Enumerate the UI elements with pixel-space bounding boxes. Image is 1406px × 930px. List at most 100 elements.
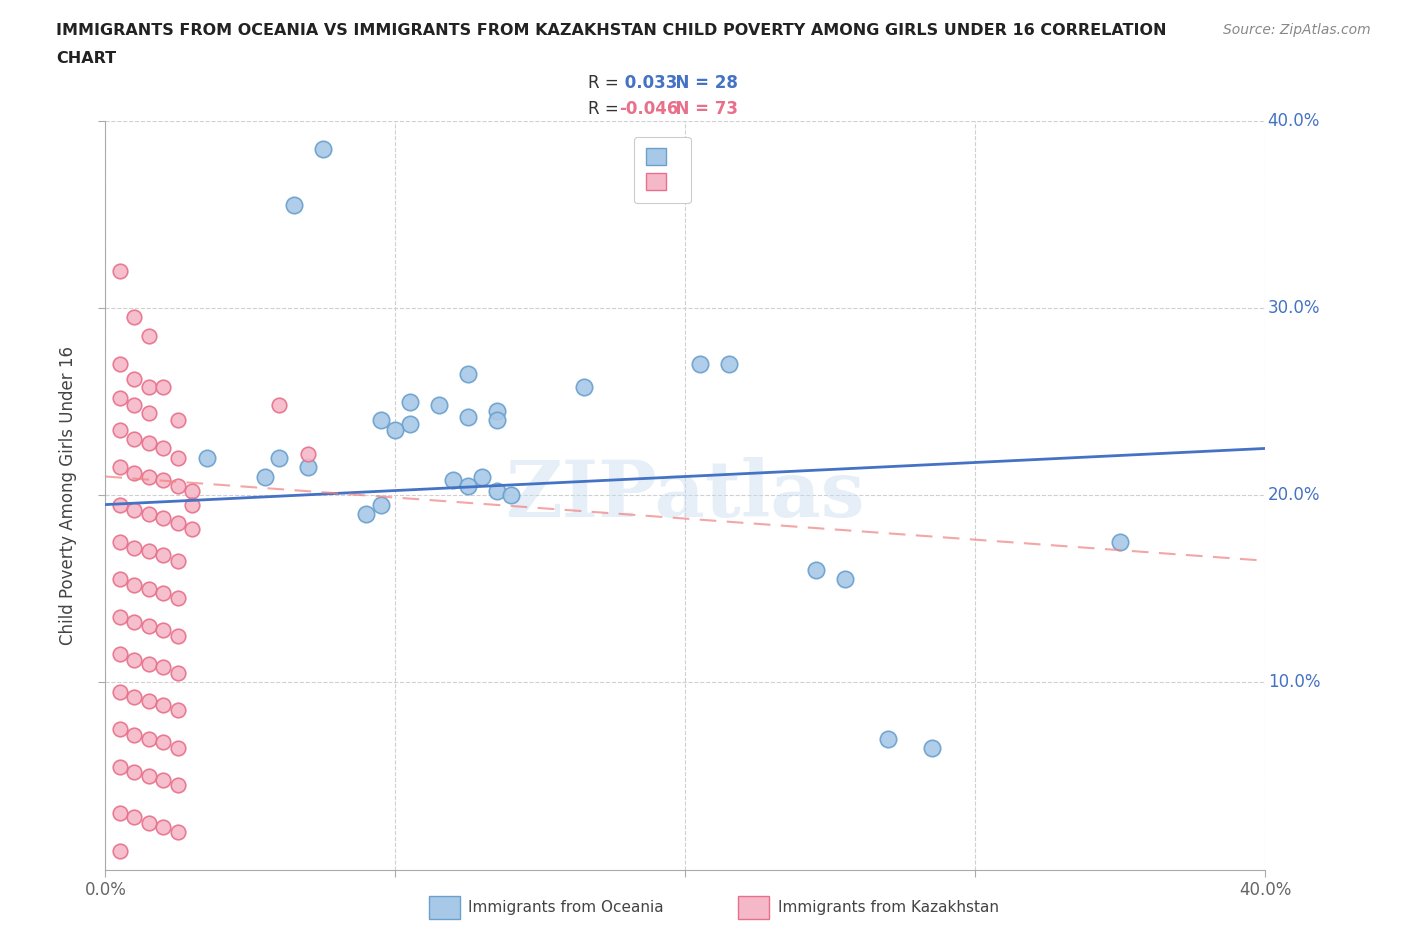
Point [269, 398, 291, 413]
Point [138, 768, 160, 783]
Point [138, 694, 160, 709]
Y-axis label: Child Poverty Among Girls Under 16: Child Poverty Among Girls Under 16 [59, 346, 77, 644]
Point [834, 572, 856, 587]
Point [138, 405, 160, 420]
Point [152, 511, 174, 525]
Point [138, 581, 160, 596]
Point [152, 441, 174, 456]
Point [167, 825, 190, 840]
Point [195, 450, 218, 465]
Point [167, 591, 190, 605]
Point [108, 263, 131, 278]
Point [427, 398, 450, 413]
Point [167, 478, 190, 493]
Text: 20.0%: 20.0% [1268, 486, 1320, 504]
Text: N = 73: N = 73 [664, 100, 738, 117]
Point [124, 653, 146, 668]
Point [108, 647, 131, 662]
Point [167, 413, 190, 428]
Point [485, 484, 508, 498]
Point [152, 819, 174, 834]
Point [138, 816, 160, 830]
Point [370, 498, 392, 512]
Point [152, 472, 174, 487]
Point [804, 563, 827, 578]
Point [138, 435, 160, 450]
Point [283, 198, 305, 213]
Point [312, 141, 335, 156]
Point [138, 328, 160, 343]
Point [124, 540, 146, 555]
Point [108, 759, 131, 774]
Point [108, 609, 131, 624]
Point [108, 844, 131, 858]
Point [138, 731, 160, 746]
Point [501, 487, 523, 502]
Point [124, 690, 146, 705]
Point [181, 498, 204, 512]
Point [457, 478, 479, 493]
Point [138, 544, 160, 559]
Text: Immigrants from Oceania: Immigrants from Oceania [468, 900, 664, 915]
Text: Source: ZipAtlas.com: Source: ZipAtlas.com [1223, 23, 1371, 37]
Text: R =: R = [588, 100, 624, 117]
Point [138, 469, 160, 484]
Point [108, 572, 131, 587]
Point [167, 666, 190, 681]
Text: N = 28: N = 28 [664, 74, 738, 92]
Point [167, 516, 190, 531]
Point [108, 422, 131, 437]
Point [124, 432, 146, 446]
Point [124, 615, 146, 630]
Point [152, 622, 174, 637]
Point [124, 398, 146, 413]
Point [124, 810, 146, 825]
Text: 0.033: 0.033 [619, 74, 678, 92]
Point [152, 379, 174, 394]
Point [138, 507, 160, 522]
Point [152, 585, 174, 600]
Point [572, 379, 595, 394]
Point [181, 522, 204, 537]
Text: Immigrants from Kazakhstan: Immigrants from Kazakhstan [778, 900, 998, 915]
Text: -0.046: -0.046 [619, 100, 678, 117]
Point [138, 379, 160, 394]
Point [152, 772, 174, 787]
Point [457, 366, 479, 381]
Point [471, 469, 494, 484]
Point [108, 391, 131, 405]
Point [108, 722, 131, 737]
Point [457, 409, 479, 424]
Point [485, 404, 508, 418]
Point [441, 472, 464, 487]
Point [124, 372, 146, 387]
Point [108, 357, 131, 372]
Point [485, 413, 508, 428]
Point [717, 357, 740, 372]
Point [108, 498, 131, 512]
Text: CHART: CHART [56, 51, 117, 66]
Point [181, 484, 204, 498]
Text: 30.0%: 30.0% [1268, 299, 1320, 317]
Point [108, 806, 131, 821]
Point [124, 310, 146, 325]
Text: 10.0%: 10.0% [1268, 673, 1320, 691]
Point [167, 628, 190, 643]
Point [108, 459, 131, 474]
Text: ZIPatlas: ZIPatlas [506, 458, 865, 533]
Point [167, 777, 190, 792]
Point [108, 684, 131, 699]
Point [253, 469, 276, 484]
Point [297, 459, 319, 474]
Point [167, 703, 190, 718]
Text: 40.0%: 40.0% [1268, 112, 1320, 130]
Point [152, 735, 174, 750]
Text: IMMIGRANTS FROM OCEANIA VS IMMIGRANTS FROM KAZAKHSTAN CHILD POVERTY AMONG GIRLS : IMMIGRANTS FROM OCEANIA VS IMMIGRANTS FR… [56, 23, 1167, 38]
Point [877, 731, 900, 746]
Point [399, 394, 422, 409]
Point [167, 740, 190, 755]
Point [124, 764, 146, 779]
Point [152, 660, 174, 675]
Point [269, 450, 291, 465]
Point [167, 553, 190, 568]
